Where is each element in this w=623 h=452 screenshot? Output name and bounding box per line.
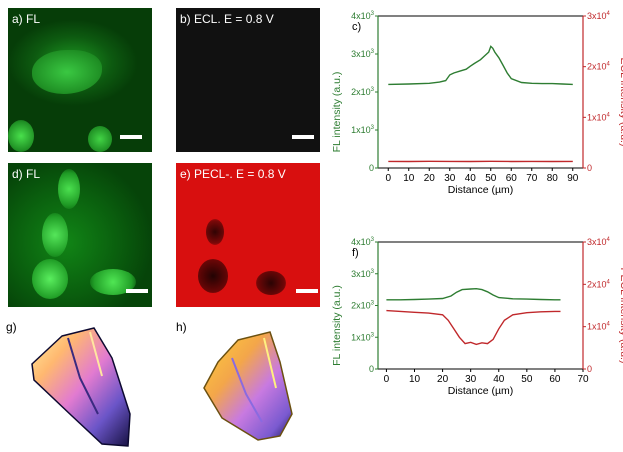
x-tick-label: 10 xyxy=(409,374,421,385)
x-tick-label: 40 xyxy=(465,173,477,184)
y2-tick-label: 1x104 xyxy=(587,322,611,332)
y-tick-label: 4x103 xyxy=(351,237,375,247)
panel-b-ecl-image: b) ECL. E = 0.8 V xyxy=(176,8,320,152)
y2-tick-label: 0 xyxy=(587,364,592,374)
y2-tick-label: 2x104 xyxy=(587,279,611,289)
x-tick-label: 30 xyxy=(465,374,477,385)
scale-bar xyxy=(292,135,314,139)
panel-label-e: e) PECL-. E = 0.8 V xyxy=(180,167,286,181)
panel-label-d: d) FL xyxy=(12,167,41,181)
panel-label-h: h) xyxy=(176,320,187,334)
y-axis-label: FL intensity (a.u.) xyxy=(331,72,343,153)
y2-tick-label: 2x104 xyxy=(587,62,611,72)
panel-a-fl-image: a) FL xyxy=(8,8,152,152)
scale-bar xyxy=(120,135,142,139)
x-tick-label: 40 xyxy=(493,374,505,385)
y-tick-label: 0 xyxy=(369,163,374,173)
y-tick-label: 3x103 xyxy=(351,269,375,279)
surface-plot-g xyxy=(31,327,131,447)
x-tick-label: 50 xyxy=(521,374,533,385)
plot-frame xyxy=(377,241,584,370)
surface-plot-h xyxy=(203,331,293,441)
y2-tick-label: 3x104 xyxy=(587,11,611,21)
y-tick-label: 2x103 xyxy=(351,87,375,97)
x-tick-label: 30 xyxy=(444,173,456,184)
panel-label: f) xyxy=(352,247,359,259)
y2-axis-label: ECL intensity (a.u.) xyxy=(618,58,623,147)
cell-blob xyxy=(32,259,68,299)
cell-blob xyxy=(32,50,102,94)
x-tick-label: 70 xyxy=(577,374,589,385)
series-line-1 xyxy=(386,287,561,301)
y2-tick-label: 1x104 xyxy=(587,112,611,122)
cell-shadow xyxy=(256,271,286,295)
y-tick-label: 1x103 xyxy=(351,332,375,342)
x-tick-label: 90 xyxy=(567,173,579,184)
y-tick-label: 0 xyxy=(369,364,374,374)
x-tick-label: 10 xyxy=(403,173,415,184)
chart-c: 0 10 20 30 40 50 60 70 80 90 0 1x103 2x103 3x103 4x103… xyxy=(331,11,623,196)
cell-shadow xyxy=(198,259,228,293)
x-tick-label: 60 xyxy=(549,374,561,385)
y2-tick-label: 0 xyxy=(587,163,592,173)
panel-d-fl-image: d) FL xyxy=(8,163,152,307)
x-tick-label: 20 xyxy=(437,374,449,385)
scale-bar xyxy=(296,289,318,293)
panel-label-b: b) ECL. E = 0.8 V xyxy=(180,12,274,26)
cell-blob xyxy=(8,120,34,152)
x-axis-label: Distance (µm) xyxy=(448,385,514,397)
series-line-2 xyxy=(386,309,561,346)
y-tick-label: 2x103 xyxy=(351,301,375,311)
y-axis-label: FL intensity (a.u.) xyxy=(331,285,343,366)
scale-bar xyxy=(126,289,148,293)
cell-blob xyxy=(58,169,80,209)
x-tick-label: 60 xyxy=(506,173,518,184)
plot-frame xyxy=(377,15,584,169)
panel-label-a: a) FL xyxy=(12,12,41,26)
y-tick-label: 4x103 xyxy=(351,11,375,21)
cell-shadow xyxy=(206,219,224,245)
cell-blob xyxy=(42,213,68,257)
panel-g-3d-surface: g) xyxy=(2,318,172,452)
x-tick-label: 0 xyxy=(384,374,390,385)
x-tick-label: 80 xyxy=(547,173,559,184)
panel-label: c) xyxy=(352,21,361,33)
cell-blob xyxy=(88,126,112,152)
y2-tick-label: 3x104 xyxy=(587,237,611,247)
panel-e-pecl-image: e) PECL-. E = 0.8 V xyxy=(176,163,320,307)
chart-f: 0 10 20 30 40 50 60 7001x1032x1033x1034x10301x1… xyxy=(331,237,623,397)
x-tick-label: 50 xyxy=(485,173,497,184)
x-tick-label: 20 xyxy=(424,173,436,184)
panel-label-g: g) xyxy=(6,320,17,334)
series-line-1 xyxy=(388,45,573,86)
panel-h-3d-surface: h) xyxy=(172,318,332,452)
x-tick-label: 0 xyxy=(385,173,391,184)
y2-axis-label: PECL intensity (a.u.) xyxy=(618,268,623,364)
y-tick-label: 1x103 xyxy=(351,125,375,135)
y-tick-label: 3x103 xyxy=(351,49,375,59)
x-tick-label: 70 xyxy=(526,173,538,184)
x-axis-label: Distance (µm) xyxy=(448,184,514,196)
